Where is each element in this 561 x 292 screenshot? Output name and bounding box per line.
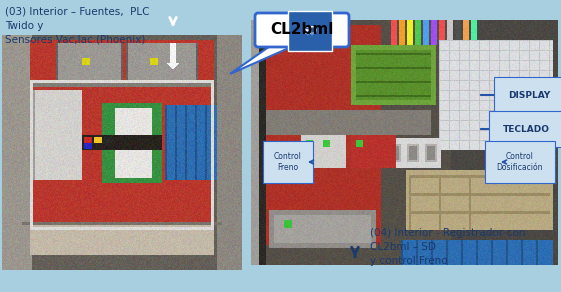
Polygon shape <box>230 44 298 74</box>
Text: TECLADO: TECLADO <box>503 124 550 133</box>
Text: CL2bml: CL2bml <box>270 22 334 37</box>
Text: DISPLAY: DISPLAY <box>508 91 550 100</box>
Text: Control
Dosificación: Control Dosificación <box>496 152 543 172</box>
Text: Control
Freno: Control Freno <box>274 152 302 172</box>
Text: (04) Interior - Registrador con
CL2bml – SD
y control Freno: (04) Interior - Registrador con CL2bml –… <box>370 228 525 266</box>
Text: (03) Interior – Fuentes,  PLC
Twido y
Sensores Vac,Iac (Phoenix): (03) Interior – Fuentes, PLC Twido y Sen… <box>5 7 149 45</box>
FancyBboxPatch shape <box>255 13 349 47</box>
Text: SD: SD <box>302 26 318 36</box>
